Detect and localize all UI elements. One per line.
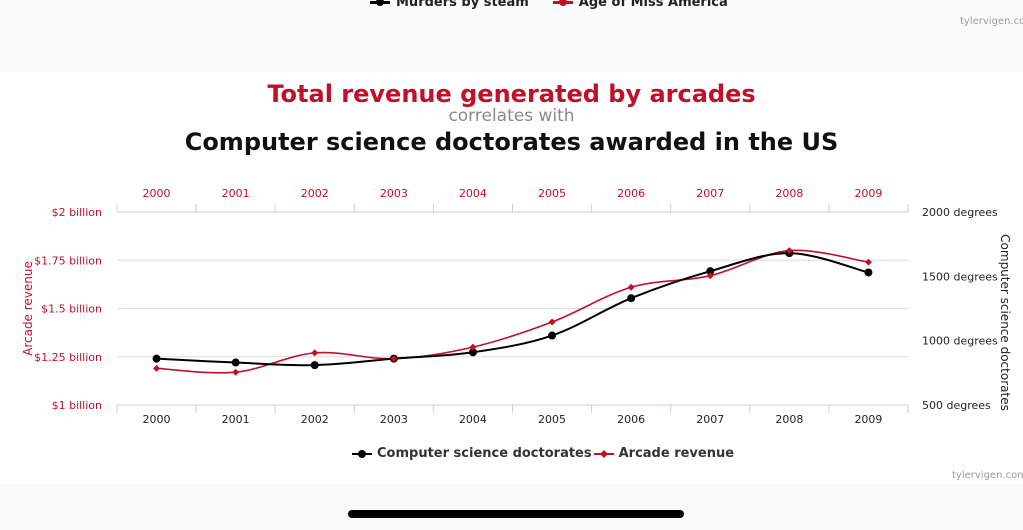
doctorates-point-2009 — [864, 268, 872, 276]
right-axis-title: Computer science doctorates — [998, 234, 1012, 411]
right-y-tick-label-1: 1000 degrees — [922, 335, 998, 348]
top-x-tick-label-2006: 2006 — [617, 187, 645, 200]
right-y-tick-label-3: 2000 degrees — [922, 206, 998, 219]
bottom-x-tick-label-2008: 2008 — [775, 413, 803, 426]
top-x-tick-label-2004: 2004 — [459, 187, 487, 200]
doctorates-point-2005 — [548, 332, 556, 340]
arcade-revenue-point-2005 — [549, 319, 556, 326]
left-y-tick-label-1: $1.25 billion — [34, 351, 102, 364]
top-x-tick-label-2003: 2003 — [380, 187, 408, 200]
legend-label-arcade: Arcade revenue — [619, 446, 734, 461]
legend-item-arcade[interactable]: Arcade revenue — [594, 446, 734, 461]
left-y-tick-label-0: $1 billion — [52, 399, 102, 412]
left-y-tick-label-4: $2 billion — [52, 206, 102, 219]
top-x-tick-label-2002: 2002 — [301, 187, 329, 200]
home-indicator[interactable] — [348, 510, 684, 518]
doctorates-point-2001 — [232, 359, 240, 367]
black-dot-line-icon — [352, 449, 372, 459]
bottom-x-tick-label-2004: 2004 — [459, 413, 487, 426]
watermark-bottom: tylervigen.com — [952, 470, 1023, 481]
top-x-tick-label-2009: 2009 — [854, 187, 882, 200]
top-x-tick-label-2008: 2008 — [775, 187, 803, 200]
arcade-revenue-line — [157, 250, 869, 373]
doctorates-point-2002 — [311, 361, 319, 369]
arcade-revenue-point-2000 — [153, 365, 160, 372]
bottom-x-tick-label-2000: 2000 — [143, 413, 171, 426]
top-x-tick-label-2005: 2005 — [538, 187, 566, 200]
bottom-x-tick-label-2002: 2002 — [301, 413, 329, 426]
right-y-tick-label-2: 1500 degrees — [922, 270, 998, 283]
bottom-x-tick-label-2007: 2007 — [696, 413, 724, 426]
left-y-tick-label-3: $1.75 billion — [34, 254, 102, 267]
arcade-revenue-point-2006 — [628, 284, 635, 291]
legend-item-doctorates[interactable]: Computer science doctorates — [352, 446, 592, 461]
left-axis-title: Arcade revenue — [21, 261, 35, 356]
bottom-x-tick-label-2009: 2009 — [854, 413, 882, 426]
left-y-tick-label-2: $1.5 billion — [41, 303, 102, 316]
red-diamond-line-icon — [594, 449, 614, 459]
chart-legend: Computer science doctorates Arcade reven… — [352, 446, 736, 461]
top-x-tick-label-2007: 2007 — [696, 187, 724, 200]
doctorates-line — [157, 253, 869, 365]
arcade-revenue-point-2001 — [232, 369, 239, 376]
right-y-tick-label-0: 500 degrees — [922, 399, 991, 412]
arcade-revenue-point-2009 — [865, 259, 872, 266]
top-x-tick-label-2001: 2001 — [222, 187, 250, 200]
doctorates-point-2006 — [627, 294, 635, 302]
legend-label-doctorates: Computer science doctorates — [377, 446, 592, 461]
bottom-x-tick-label-2006: 2006 — [617, 413, 645, 426]
bottom-x-tick-label-2003: 2003 — [380, 413, 408, 426]
bottom-x-tick-label-2001: 2001 — [222, 413, 250, 426]
doctorates-point-2000 — [153, 355, 161, 363]
bottom-x-tick-label-2005: 2005 — [538, 413, 566, 426]
top-x-tick-label-2000: 2000 — [143, 187, 171, 200]
arcade-revenue-point-2002 — [311, 349, 318, 356]
